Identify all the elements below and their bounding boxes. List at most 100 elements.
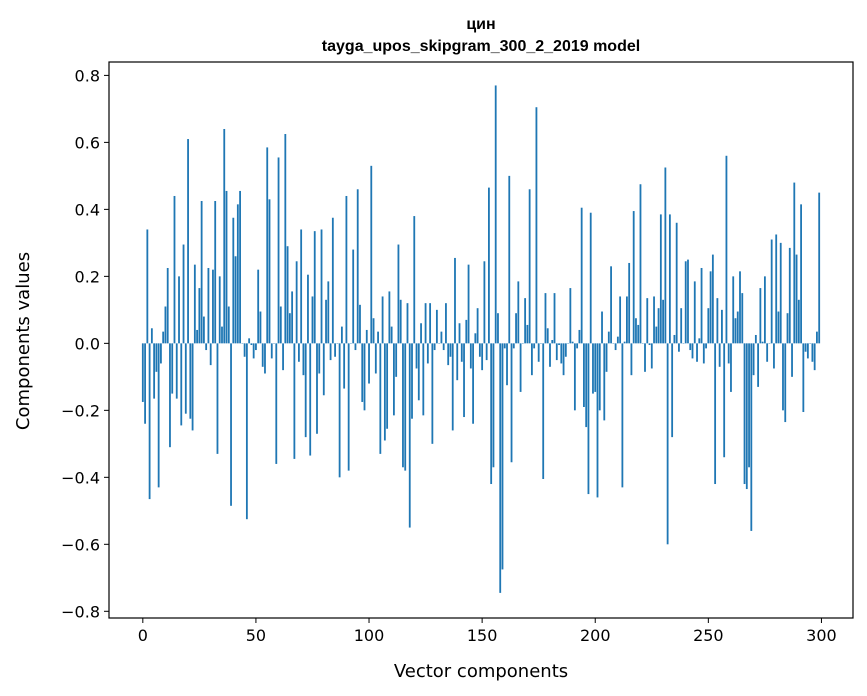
bar xyxy=(549,343,551,367)
bar xyxy=(562,343,565,376)
bar xyxy=(422,343,425,416)
bar xyxy=(214,201,217,344)
plot-area-frame xyxy=(108,61,854,619)
bar xyxy=(546,328,549,344)
bar xyxy=(696,343,698,362)
bar xyxy=(621,343,624,488)
bar xyxy=(352,249,355,344)
bar xyxy=(207,267,210,344)
bar xyxy=(141,343,144,402)
bar xyxy=(435,309,438,344)
bar xyxy=(169,343,171,448)
bar xyxy=(508,175,511,344)
bar xyxy=(302,343,305,376)
bar xyxy=(202,316,205,344)
bar xyxy=(454,257,456,344)
bar xyxy=(786,313,789,344)
bar xyxy=(791,343,793,377)
y-tick-label: −0.8 xyxy=(61,602,100,621)
bar xyxy=(816,331,818,344)
bar xyxy=(243,343,246,357)
bar xyxy=(406,303,409,344)
bar xyxy=(469,343,472,369)
bar xyxy=(655,326,658,344)
bar xyxy=(318,343,321,374)
bar xyxy=(279,306,282,344)
bar xyxy=(184,343,187,414)
bar xyxy=(370,165,373,344)
bar xyxy=(286,246,289,344)
bar xyxy=(417,343,420,401)
bar xyxy=(481,343,484,371)
bar xyxy=(150,328,153,344)
bar xyxy=(741,293,744,344)
x-tick-label: 50 xyxy=(246,626,266,645)
bar xyxy=(601,311,603,344)
bar xyxy=(702,343,705,364)
bar xyxy=(739,271,741,344)
bar xyxy=(354,343,357,351)
bar xyxy=(205,343,208,351)
bar xyxy=(359,304,361,344)
bar xyxy=(718,343,721,367)
bar xyxy=(519,343,522,392)
bar xyxy=(653,296,655,344)
bar xyxy=(275,343,278,464)
bar xyxy=(802,343,805,413)
bar xyxy=(191,343,194,431)
bar xyxy=(757,343,760,387)
bar xyxy=(639,184,642,344)
bar xyxy=(270,343,273,359)
bar xyxy=(178,276,180,344)
bar xyxy=(329,343,332,361)
bar xyxy=(748,343,750,468)
bar xyxy=(693,281,696,344)
bar xyxy=(345,195,348,344)
bar xyxy=(245,343,248,520)
bar xyxy=(227,306,230,344)
bar xyxy=(440,331,443,344)
bar xyxy=(381,296,384,344)
bar xyxy=(705,343,707,349)
bar xyxy=(605,343,608,372)
y-tick-label: −0.6 xyxy=(61,535,100,554)
bar xyxy=(298,343,300,362)
bar xyxy=(732,276,735,344)
bar xyxy=(644,343,646,372)
y-axis-label: Components values xyxy=(13,252,34,430)
x-tick-label: 150 xyxy=(467,626,498,645)
bar xyxy=(691,343,694,359)
x-tick-label: 100 xyxy=(354,626,385,645)
bar xyxy=(614,343,617,351)
bar xyxy=(610,266,612,344)
bar xyxy=(340,326,343,344)
bar xyxy=(754,334,757,344)
bar xyxy=(472,343,474,424)
bar xyxy=(689,343,692,351)
bar xyxy=(196,329,199,344)
bar xyxy=(250,343,253,346)
bar xyxy=(512,343,515,349)
bar xyxy=(628,262,631,344)
chart-title-line-1: цин xyxy=(466,16,495,33)
x-axis-label: Vector components xyxy=(394,661,568,682)
bar xyxy=(216,343,219,454)
bar xyxy=(564,343,567,357)
bar xyxy=(212,269,214,344)
bar xyxy=(478,343,481,357)
bar xyxy=(594,343,597,392)
bar xyxy=(542,343,545,479)
bar xyxy=(666,343,669,545)
bar xyxy=(671,343,674,438)
bar xyxy=(578,329,581,344)
bar xyxy=(234,256,237,344)
bar xyxy=(553,293,556,344)
bar xyxy=(236,204,239,344)
bar xyxy=(322,343,325,396)
bar xyxy=(153,343,156,399)
bar xyxy=(363,343,366,411)
bar xyxy=(675,222,678,344)
x-axis-ticks: 0 50 100 150 200 250 300 xyxy=(138,618,837,645)
bar xyxy=(626,296,628,344)
bar xyxy=(476,308,479,344)
